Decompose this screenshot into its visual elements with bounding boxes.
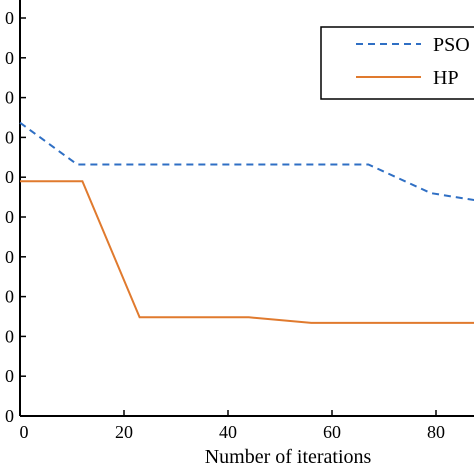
x-axis: 0 20 40 60 80 bbox=[19, 410, 445, 442]
y-tick-label: 0 bbox=[5, 366, 14, 386]
y-tick-label: 0 bbox=[5, 207, 14, 227]
y-tick-label: 0 bbox=[5, 127, 14, 147]
y-tick-label: 0 bbox=[5, 88, 14, 108]
y-tick-label: 0 bbox=[5, 287, 14, 307]
x-tick-label: 60 bbox=[323, 422, 341, 442]
y-tick-label: 0 bbox=[5, 326, 14, 346]
x-tick-label: 0 bbox=[20, 422, 29, 442]
x-tick-label: 40 bbox=[219, 422, 237, 442]
series-line-hp bbox=[20, 180, 474, 324]
plot-area bbox=[19, 0, 474, 417]
legend: PSO HP bbox=[320, 26, 474, 100]
legend-label-pso: PSO bbox=[433, 34, 470, 56]
legend-box bbox=[320, 26, 474, 100]
y-tick-label: 0 bbox=[5, 247, 14, 267]
x-tick-label: 20 bbox=[115, 422, 133, 442]
x-axis-label: Number of iterations bbox=[205, 446, 372, 468]
y-tick-label: 0 bbox=[5, 48, 14, 68]
y-axis: 0 0 0 0 0 0 0 0 0 0 0 bbox=[5, 8, 26, 426]
y-tick-label: 0 bbox=[5, 167, 14, 187]
y-tick-label: 0 bbox=[5, 406, 14, 426]
x-tick-label: 80 bbox=[427, 422, 445, 442]
legend-label-hp: HP bbox=[433, 67, 459, 89]
y-tick-label: 0 bbox=[5, 8, 14, 28]
series-line-pso bbox=[19, 121, 474, 202]
